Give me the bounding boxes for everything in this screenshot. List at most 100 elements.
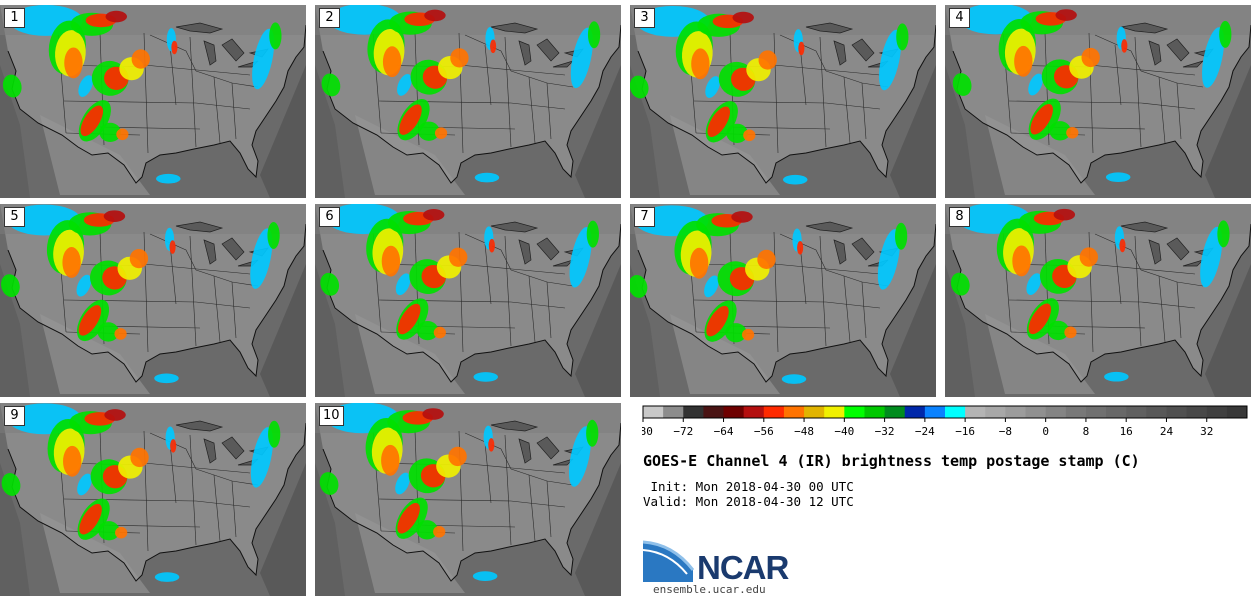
- cloud-top-feature: [416, 520, 438, 540]
- pacific-ocean: [945, 264, 975, 397]
- state-border: [464, 233, 512, 271]
- great-lake: [1166, 237, 1190, 261]
- cloud-top-feature: [1081, 47, 1100, 68]
- state-border: [213, 474, 221, 542]
- cloud-top-feature: [433, 525, 446, 538]
- great-lake: [1166, 38, 1190, 62]
- colorbar-swatch: [1045, 406, 1067, 418]
- ensemble-panel-8: 8: [945, 204, 1251, 397]
- state-border: [1088, 263, 1196, 275]
- cloud-top-feature: [97, 322, 120, 342]
- colorbar-tick-label: −48: [794, 425, 814, 438]
- cloud-top-feature: [797, 241, 804, 255]
- coastline: [952, 223, 1251, 383]
- cloud-top-feature: [1028, 303, 1052, 335]
- cloud-top-feature: [170, 439, 177, 453]
- state-border: [63, 299, 197, 303]
- colorbar-tick-label: −24: [915, 425, 935, 438]
- ensemble-panel-4: 4: [945, 5, 1251, 198]
- colorbar-swatch: [904, 406, 926, 418]
- great-lake: [203, 239, 217, 265]
- cloud-top-feature: [418, 121, 440, 141]
- cloud-top-feature: [1055, 9, 1077, 21]
- brightness-temp-map: [0, 403, 306, 596]
- cloud-top-feature: [395, 273, 411, 296]
- state-border: [528, 76, 536, 144]
- colorbar-swatch: [844, 406, 865, 418]
- great-lake: [1148, 239, 1162, 265]
- panel-label: 3: [634, 8, 655, 28]
- atlantic-ocean: [575, 463, 621, 596]
- cloud-top-feature: [64, 47, 83, 79]
- brightness-temp-map: [945, 204, 1251, 397]
- atlantic-ocean: [890, 264, 936, 397]
- cloud-top-feature: [473, 372, 498, 382]
- colorbar-tick-label: −16: [955, 425, 975, 438]
- panel-label: 9: [4, 406, 25, 426]
- coastline: [322, 422, 621, 582]
- state-border: [528, 275, 536, 343]
- great-lake: [536, 237, 560, 261]
- pacific-ocean: [315, 463, 345, 596]
- state-border: [779, 233, 827, 271]
- cloud-top-feature: [319, 472, 339, 495]
- colorbar-swatch: [763, 406, 785, 418]
- great-lake: [518, 239, 532, 265]
- great-lake: [175, 420, 224, 432]
- panel-label: 8: [949, 207, 970, 227]
- cloud-top-feature: [1217, 220, 1230, 248]
- panel-label: 5: [4, 207, 25, 227]
- great-lake: [1120, 22, 1169, 34]
- state-border: [1140, 102, 1196, 110]
- state-border: [143, 263, 251, 275]
- state-border: [861, 281, 867, 339]
- cloud-top-feature: [586, 220, 599, 248]
- panel-label: 1: [4, 8, 25, 28]
- atlantic-ocean: [1205, 264, 1251, 397]
- great-lake: [536, 38, 560, 62]
- great-lake: [175, 221, 224, 233]
- state-border: [63, 498, 197, 502]
- colorbar-tick-label: −80: [642, 425, 653, 438]
- ensemble-panel-10: 10: [315, 403, 621, 596]
- cloud-top-feature: [424, 9, 446, 22]
- cloud-top-feature: [116, 128, 129, 141]
- cloud-top-feature: [783, 174, 808, 185]
- coastline: [7, 223, 306, 383]
- colorbar-swatch: [1025, 406, 1047, 418]
- cloud-top-feature: [1200, 226, 1223, 288]
- cloud-top-feature: [76, 274, 92, 297]
- cloud-top-feature: [250, 228, 273, 289]
- ensemble-panel-9: 9: [0, 403, 306, 596]
- state-border: [143, 462, 251, 474]
- cloud-top-feature: [62, 247, 81, 278]
- cloud-top-feature: [381, 245, 401, 277]
- state-border: [861, 82, 867, 140]
- panel-label: 6: [319, 207, 340, 227]
- coastline: [322, 223, 621, 383]
- colorbar-swatch: [1146, 406, 1167, 418]
- cloud-top-feature: [586, 419, 599, 447]
- cloud-top-feature: [422, 408, 444, 420]
- colorbar-border: [642, 405, 1248, 419]
- great-lake: [552, 259, 574, 267]
- coastline: [7, 422, 306, 582]
- state-border: [143, 64, 251, 76]
- colorbar-swatch: [985, 406, 1006, 418]
- coastline: [7, 24, 306, 184]
- pacific-ocean: [0, 65, 30, 198]
- atlantic-ocean: [575, 264, 621, 397]
- cloud-top-feature: [114, 328, 127, 340]
- cloud-top-feature: [320, 272, 340, 296]
- state-border: [528, 474, 536, 542]
- cloud-top-feature: [78, 305, 102, 336]
- brightness-temp-map: [315, 5, 621, 198]
- cloud-top-feature: [1079, 247, 1098, 267]
- cloud-top-feature: [169, 240, 176, 254]
- state-border: [825, 102, 881, 110]
- cloud-top-feature: [731, 211, 753, 223]
- colorbar-tick-label: −56: [754, 425, 774, 438]
- cloud-top-feature: [103, 210, 126, 222]
- state-border: [546, 82, 552, 140]
- brightness-temp-map: [630, 5, 936, 198]
